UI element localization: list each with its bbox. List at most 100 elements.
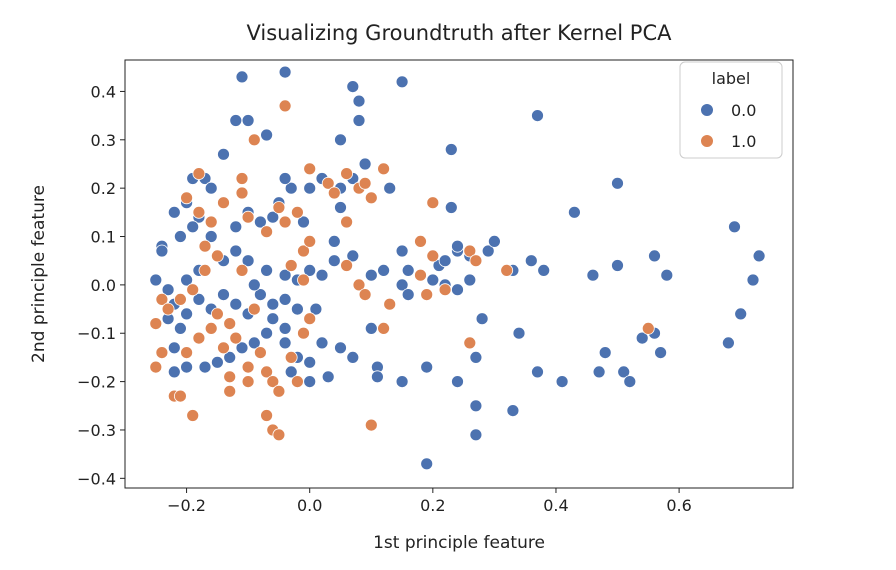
point-series-0-23 [266,210,280,224]
point-series-0-122 [531,109,544,122]
point-series-1-79 [500,263,514,277]
point-series-0-93 [401,288,415,302]
point-series-0-78 [334,201,347,214]
point-series-0-34 [192,292,206,306]
point-series-1-3 [180,191,194,205]
point-series-1-4 [192,205,206,219]
point-series-1-74 [420,288,434,302]
point-series-0-18 [229,220,243,234]
point-series-1-61 [358,176,372,190]
point-series-0-27 [241,254,255,268]
point-series-1-8 [235,186,249,200]
point-series-1-62 [364,191,378,205]
point-series-1-26 [186,409,200,422]
point-series-1-57 [327,186,341,200]
point-series-0-80 [346,249,360,263]
point-series-0-110 [463,273,477,287]
point-series-1-6 [217,196,230,210]
point-series-0-70 [315,268,329,282]
point-series-1-13 [290,205,304,219]
point-series-0-1 [278,65,292,79]
point-series-1-49 [297,273,310,287]
point-series-1-63 [377,162,391,176]
point-series-1-23 [149,360,163,374]
y-tick-label-4: 0.0 [91,276,116,295]
point-series-1-80 [641,321,655,335]
point-series-1-71 [426,249,440,263]
point-series-0-82 [346,80,360,93]
point-series-1-78 [463,336,477,350]
point-series-0-66 [346,350,360,364]
point-series-1-7 [235,172,249,185]
y-tick-label-1: −0.3 [77,421,116,440]
point-series-0-3 [229,114,243,127]
point-series-0-71 [327,254,341,268]
point-series-0-97 [395,375,409,389]
point-series-1-22 [155,346,169,360]
point-series-0-52 [223,350,237,364]
y-tick-label-2: −0.2 [77,373,116,392]
point-series-1-31 [223,317,237,331]
point-series-1-48 [303,312,317,326]
point-series-1-77 [469,254,483,268]
point-series-0-33 [180,307,194,321]
point-series-0-133 [623,375,637,389]
point-series-0-132 [617,365,631,379]
point-series-1-18 [173,292,187,306]
y-tick-label-6: 0.2 [91,179,116,198]
point-series-0-111 [451,375,464,389]
point-series-1-35 [223,384,237,398]
point-series-0-96 [370,370,384,384]
point-series-1-75 [438,283,452,297]
points-layer [149,65,766,471]
point-series-1-30 [210,307,224,321]
point-series-0-16 [155,244,169,258]
x-tick-label-3: 0.4 [543,496,568,515]
point-series-0-31 [161,283,175,297]
point-series-0-143 [752,249,766,263]
point-series-0-83 [352,94,366,108]
point-series-1-36 [241,360,255,374]
point-series-1-25 [173,389,187,403]
point-series-0-124 [531,365,544,379]
point-series-1-59 [340,215,354,229]
point-series-1-55 [303,162,317,176]
point-series-1-65 [352,278,366,292]
point-series-0-63 [303,355,317,369]
point-series-0-14 [173,230,187,243]
point-series-0-88 [364,268,378,282]
point-series-1-29 [204,321,218,335]
point-series-0-138 [660,268,674,282]
point-series-1-46 [290,375,304,389]
point-series-0-37 [229,297,243,311]
point-series-1-56 [321,176,335,190]
point-series-0-134 [635,331,649,345]
point-series-0-109 [451,283,464,297]
point-series-1-27 [180,346,194,360]
point-series-1-12 [278,215,292,229]
point-series-0-90 [395,244,409,258]
point-series-0-91 [401,263,415,277]
point-series-1-53 [235,263,249,277]
point-series-0-57 [167,341,181,355]
point-series-0-114 [469,350,483,364]
legend-entry-0: 0.0 [731,101,756,120]
point-series-0-9 [204,181,218,195]
point-series-0-121 [524,254,538,268]
point-series-1-9 [241,210,255,224]
point-series-0-73 [297,215,310,229]
point-series-0-29 [180,273,194,287]
point-series-0-104 [444,143,458,156]
point-series-0-113 [469,428,483,442]
point-series-1-15 [210,249,224,263]
point-series-0-105 [444,201,458,214]
point-series-1-64 [340,259,354,272]
point-series-1-76 [463,244,477,258]
point-series-0-55 [180,360,194,374]
point-series-0-69 [309,302,323,316]
point-series-1-5 [204,215,218,229]
point-series-1-11 [272,201,286,214]
point-series-0-86 [383,181,397,195]
point-series-1-32 [229,331,243,345]
